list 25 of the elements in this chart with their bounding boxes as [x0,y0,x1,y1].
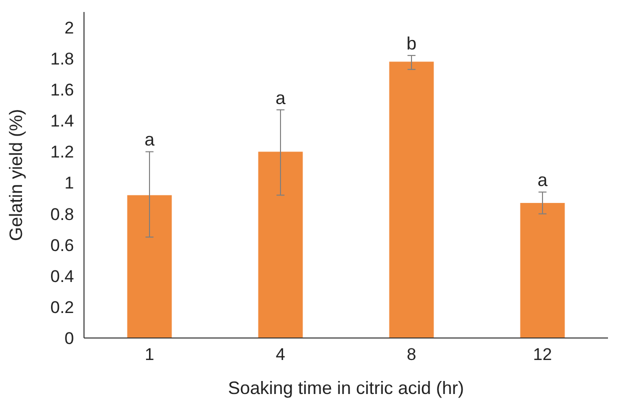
y-tick-label: 1.4 [50,112,74,131]
annotation: a [144,130,156,150]
y-tick-label: 0.8 [50,204,74,224]
annotation: b [406,33,417,54]
annotation: a [275,88,286,108]
y-tick-label: 1.2 [50,142,74,162]
bar [258,152,303,338]
y-tick-label: 1 [64,174,74,193]
x-tick-label: 8 [406,345,416,364]
y-tick-label: 0.4 [50,266,74,286]
y-tick-label: 0 [64,328,74,348]
y-tick-label: 0.6 [50,236,74,255]
y-tick-label: 1.6 [50,80,74,100]
annotation: a [537,170,548,190]
y-tick-label: 2 [64,18,74,38]
bar [520,202,565,338]
x-tick-label: 4 [276,345,286,364]
y-tick-label: 0.2 [50,298,74,317]
bar [127,195,172,338]
bar [389,62,434,338]
x-tick-label: 1 [144,345,154,364]
y-tick-label: 1.8 [50,50,74,69]
x-axis-title: Soaking time in citric acid (hr) [228,378,464,398]
x-tick-label: 12 [533,345,552,364]
y-axis-title: Gelatin yield (%) [6,108,26,242]
